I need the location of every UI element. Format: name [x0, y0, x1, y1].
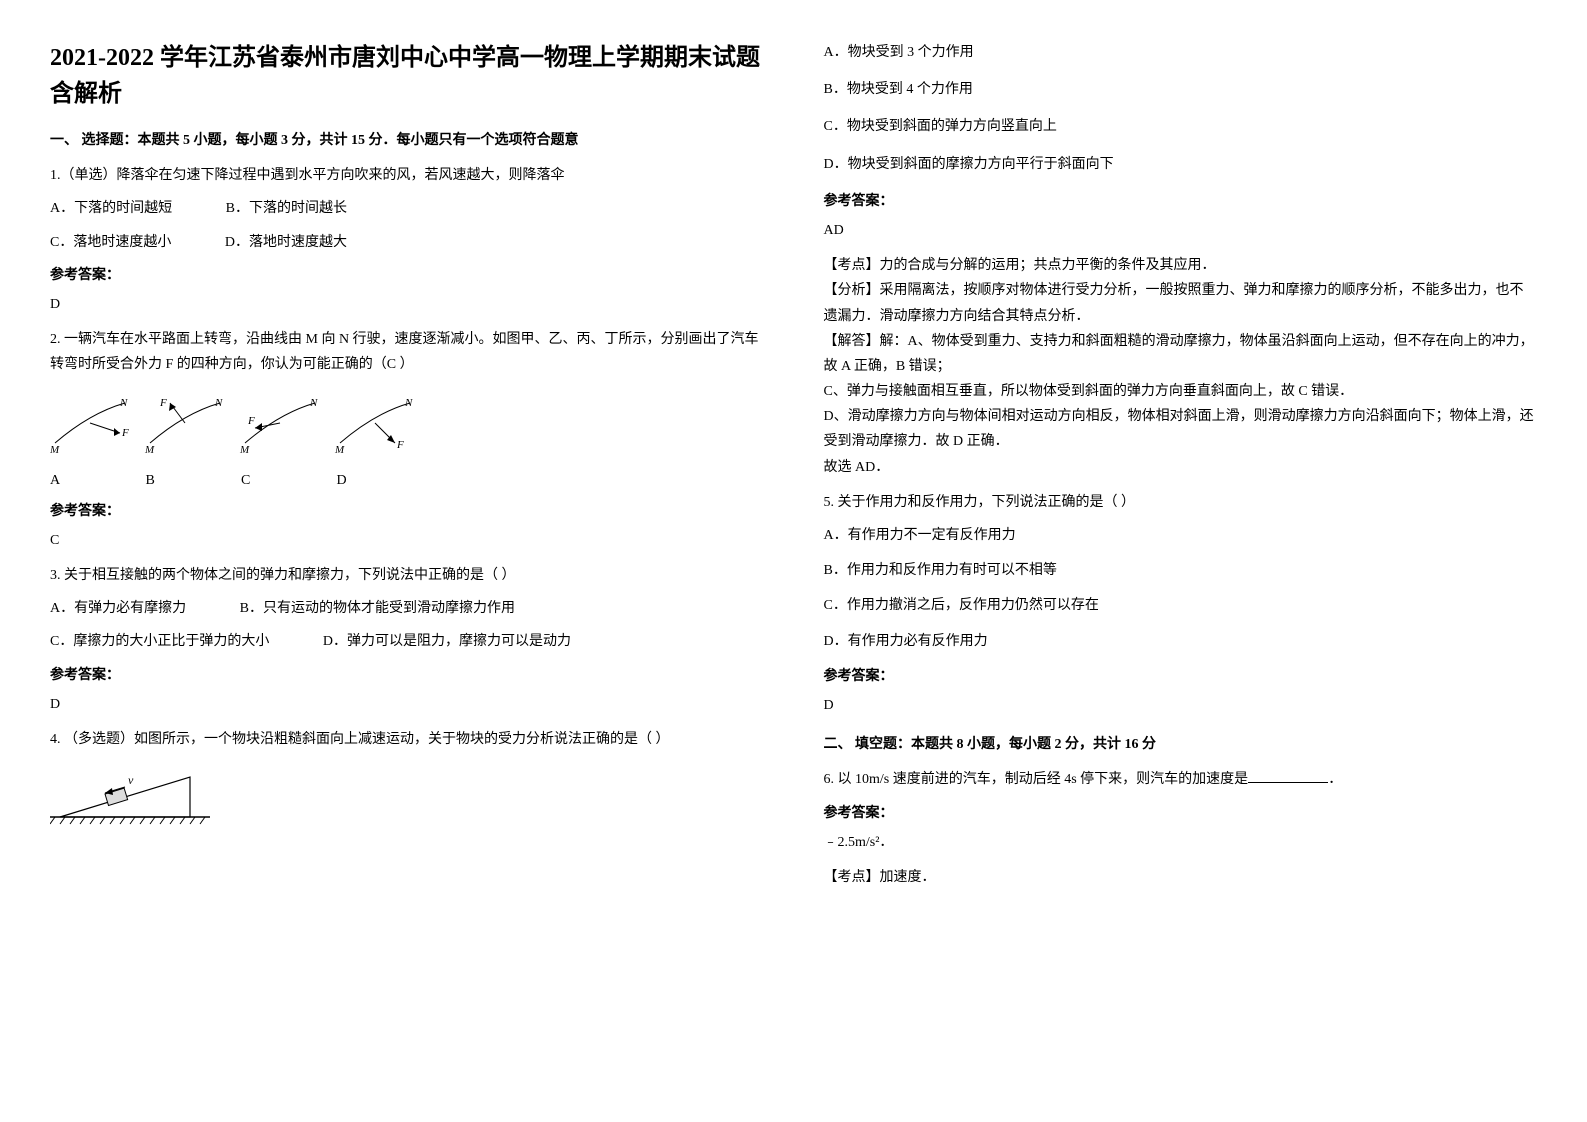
q3-option-b: B．只有运动的物体才能受到滑动摩擦力作用 [240, 596, 515, 621]
svg-text:N: N [214, 397, 223, 409]
q2-answer: C [50, 528, 764, 553]
svg-text:v: v [128, 773, 134, 787]
svg-text:N: N [119, 397, 128, 409]
svg-text:M: M [239, 444, 250, 456]
document-title: 2021-2022 学年江苏省泰州市唐刘中心中学高一物理上学期期末试题含解析 [50, 40, 764, 112]
svg-text:F: F [121, 427, 129, 439]
q5-answer: D [824, 693, 1538, 718]
section2-header: 二、 填空题：本题共 8 小题，每小题 2 分，共计 16 分 [824, 732, 1538, 757]
q1-option-b: B．下落的时间越长 [226, 196, 347, 221]
question-5: 5. 关于作用力和反作用力，下列说法正确的是（ ） A．有作用力不一定有反作用力… [824, 490, 1538, 718]
svg-text:M: M [144, 444, 155, 456]
question-1: 1.（单选）降落伞在匀速下降过程中遇到水平方向吹来的风，若风速越大，则降落伞 A… [50, 163, 764, 317]
question-4-intro: 4. （多选题）如图所示，一个物块沿粗糙斜面向上减速运动，关于物块的受力分析说法… [50, 727, 764, 832]
q4-text: 4. （多选题）如图所示，一个物块沿粗糙斜面向上减速运动，关于物块的受力分析说法… [50, 727, 764, 752]
q1-options-row2: C．落地时速度越小 D．落地时速度越大 [50, 230, 764, 255]
question-3: 3. 关于相互接触的两个物体之间的弹力和摩擦力，下列说法中正确的是（ ） A．有… [50, 563, 764, 717]
q5-option-d: D．有作用力必有反作用力 [824, 629, 1538, 654]
q6-text-start: 6. 以 10m/s 速度前进的汽车，制动后经 4s 停下来，则汽车的加速度是 [824, 772, 1249, 787]
q2-text: 2. 一辆汽车在水平路面上转弯，沿曲线由 M 向 N 行驶，速度逐渐减小。如图甲… [50, 327, 764, 377]
q3-answer: D [50, 692, 764, 717]
question-2: 2. 一辆汽车在水平路面上转弯，沿曲线由 M 向 N 行驶，速度逐渐减小。如图甲… [50, 327, 764, 553]
q6-blank [1248, 769, 1328, 783]
svg-text:F: F [247, 415, 255, 427]
q1-option-d: D．落地时速度越大 [225, 230, 347, 255]
q1-text: 1.（单选）降落伞在匀速下降过程中遇到水平方向吹来的风，若风速越大，则降落伞 [50, 163, 764, 188]
q4-analysis-4: C、弹力与接触面相互垂直，所以物体受到斜面的弹力方向垂直斜面向上，故 C 错误． [824, 379, 1538, 404]
q6-answer: ﹣2.5m/s²． [824, 830, 1538, 855]
q6-text-end: ． [1328, 772, 1342, 787]
q3-answer-label: 参考答案： [50, 663, 764, 688]
q2-svg: M N F M N F [50, 388, 430, 458]
q1-answer-label: 参考答案： [50, 263, 764, 288]
q6-text: 6. 以 10m/s 速度前进的汽车，制动后经 4s 停下来，则汽车的加速度是 ． [824, 767, 1538, 792]
q5-option-c: C．作用力撤消之后，反作用力仍然可以存在 [824, 593, 1538, 618]
q4-diagram: v [50, 762, 764, 832]
svg-text:N: N [404, 397, 413, 409]
q4-answer-label: 参考答案： [824, 189, 1538, 214]
q4-analysis-5: D、滑动摩擦力方向与物体间相对运动方向相反，物体相对斜面上滑，则滑动摩擦力方向沿… [824, 404, 1538, 454]
q2-answer-label: 参考答案： [50, 499, 764, 524]
q1-option-a: A．下落的时间越短 [50, 196, 172, 221]
q1-option-c: C．落地时速度越小 [50, 230, 171, 255]
q6-answer-label: 参考答案： [824, 801, 1538, 826]
q2-diagram: M N F M N F [50, 388, 764, 458]
right-column: A．物块受到 3 个力作用 B．物块受到 4 个力作用 C．物块受到斜面的弹力方… [824, 40, 1538, 900]
q4-option-a: A．物块受到 3 个力作用 [824, 40, 1538, 65]
q6-analysis-1: 【考点】加速度． [824, 865, 1538, 890]
q2-labels: A B C D [50, 468, 764, 493]
q1-answer: D [50, 292, 764, 317]
question-4-body: A．物块受到 3 个力作用 B．物块受到 4 个力作用 C．物块受到斜面的弹力方… [824, 40, 1538, 480]
q5-option-b: B．作用力和反作用力有时可以不相等 [824, 558, 1538, 583]
q4-analysis-1: 【考点】力的合成与分解的运用；共点力平衡的条件及其应用． [824, 253, 1538, 278]
q5-text: 5. 关于作用力和反作用力，下列说法正确的是（ ） [824, 490, 1538, 515]
svg-text:F: F [159, 397, 167, 409]
q3-option-c: C．摩擦力的大小正比于弹力的大小 [50, 629, 269, 654]
q3-option-a: A．有弹力必有摩擦力 [50, 596, 186, 621]
q4-analysis-6: 故选 AD． [824, 455, 1538, 480]
q1-options-row1: A．下落的时间越短 B．下落的时间越长 [50, 196, 764, 221]
q5-answer-label: 参考答案： [824, 664, 1538, 689]
left-column: 2021-2022 学年江苏省泰州市唐刘中心中学高一物理上学期期末试题含解析 一… [50, 40, 764, 900]
q5-option-a: A．有作用力不一定有反作用力 [824, 523, 1538, 548]
q3-options-row1: A．有弹力必有摩擦力 B．只有运动的物体才能受到滑动摩擦力作用 [50, 596, 764, 621]
q4-option-c: C．物块受到斜面的弹力方向竖直向上 [824, 114, 1538, 139]
q3-text: 3. 关于相互接触的两个物体之间的弹力和摩擦力，下列说法中正确的是（ ） [50, 563, 764, 588]
svg-text:N: N [309, 397, 318, 409]
svg-text:F: F [396, 439, 404, 451]
q4-analysis-2: 【分析】采用隔离法，按顺序对物体进行受力分析，一般按照重力、弹力和摩擦力的顺序分… [824, 278, 1538, 328]
svg-text:M: M [334, 444, 345, 456]
q4-analysis-3: 【解答】解：A、物体受到重力、支持力和斜面粗糙的滑动摩擦力，物体虽沿斜面向上运动… [824, 329, 1538, 379]
page-container: 2021-2022 学年江苏省泰州市唐刘中心中学高一物理上学期期末试题含解析 一… [50, 40, 1537, 900]
q4-answer: AD [824, 218, 1538, 243]
q4-option-b: B．物块受到 4 个力作用 [824, 77, 1538, 102]
q3-option-d: D．弹力可以是阻力，摩擦力可以是动力 [323, 629, 571, 654]
section1-header: 一、 选择题：本题共 5 小题，每小题 3 分，共计 15 分．每小题只有一个选… [50, 128, 764, 153]
svg-text:M: M [50, 444, 60, 456]
q4-svg: v [50, 762, 220, 832]
q3-options-row2: C．摩擦力的大小正比于弹力的大小 D．弹力可以是阻力，摩擦力可以是动力 [50, 629, 764, 654]
question-6: 6. 以 10m/s 速度前进的汽车，制动后经 4s 停下来，则汽车的加速度是 ．… [824, 767, 1538, 890]
q4-option-d: D．物块受到斜面的摩擦力方向平行于斜面向下 [824, 152, 1538, 177]
